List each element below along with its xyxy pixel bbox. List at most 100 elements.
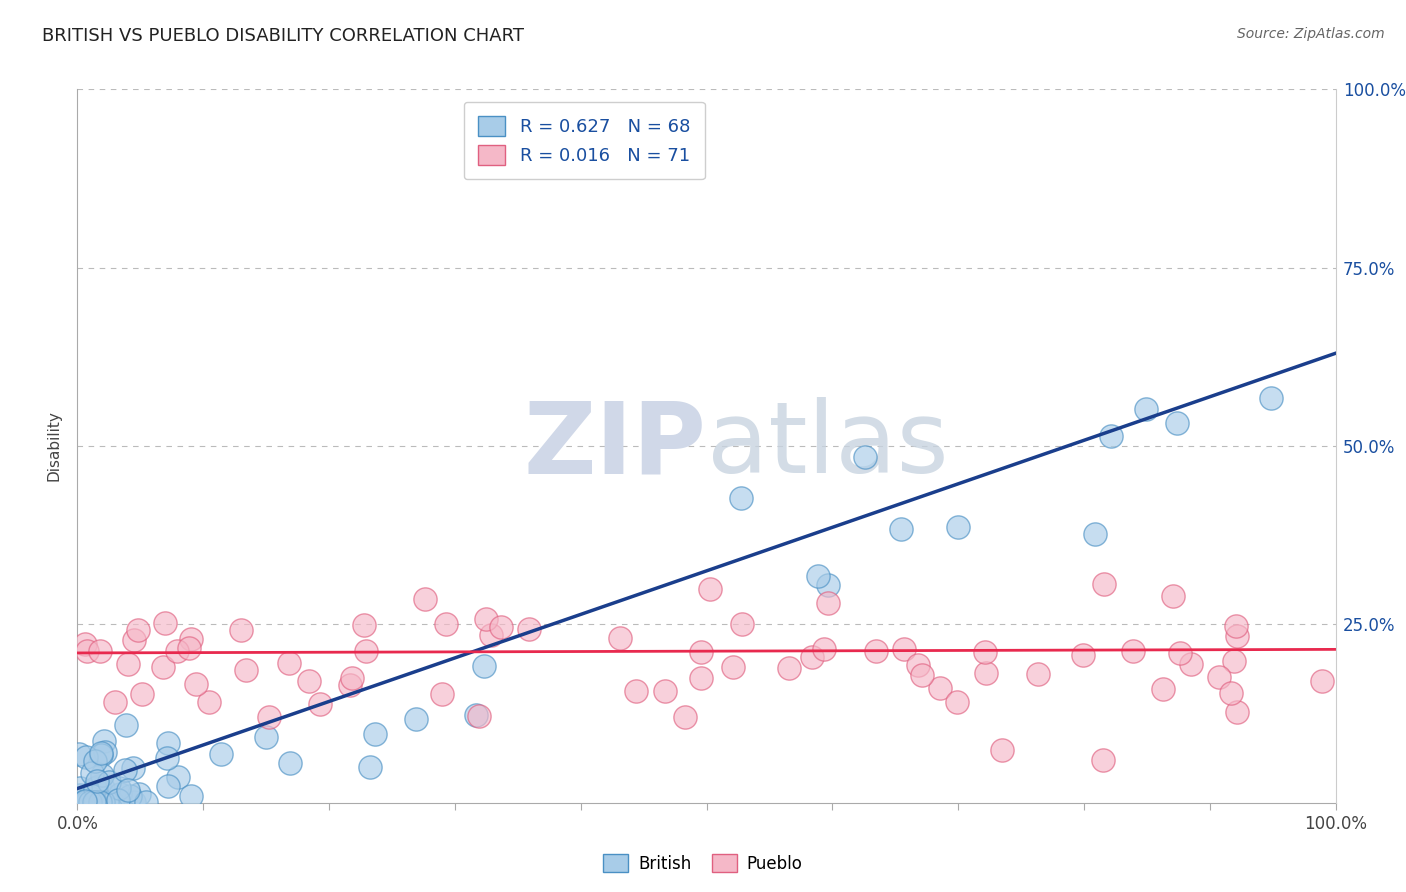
Point (359, 760, 381, 774)
Point (853, 450, 876, 465)
Point (1073, 648, 1095, 663)
Point (479, 628, 502, 642)
Point (101, 795, 124, 809)
Point (83, 795, 105, 809)
Point (124, 633, 146, 648)
Point (489, 620, 512, 634)
Point (73, 637, 96, 651)
Point (731, 616, 754, 631)
Point (254, 730, 277, 744)
Point (1223, 654, 1246, 668)
Point (364, 727, 387, 741)
Point (75, 795, 97, 809)
Point (115, 718, 138, 732)
Point (467, 708, 489, 723)
Point (77, 789, 100, 804)
Point (198, 695, 221, 709)
Point (948, 520, 970, 534)
Point (865, 643, 887, 657)
Point (609, 631, 631, 645)
Point (1226, 705, 1249, 719)
Point (689, 645, 711, 659)
Point (86, 774, 108, 789)
Point (90, 768, 112, 782)
Point (231, 624, 253, 638)
Point (89, 795, 111, 809)
Point (84, 781, 107, 796)
Point (73, 794, 96, 808)
Point (121, 761, 143, 775)
Point (405, 713, 427, 727)
Point (890, 522, 912, 536)
Point (128, 787, 150, 801)
Point (180, 632, 202, 647)
Point (96, 795, 118, 809)
Point (413, 591, 436, 606)
Point (721, 659, 744, 673)
Point (108, 780, 131, 795)
Text: atlas: atlas (707, 398, 948, 494)
Point (991, 743, 1014, 757)
Point (807, 569, 830, 583)
Point (1219, 686, 1241, 700)
Point (110, 788, 132, 802)
Point (699, 582, 721, 596)
Point (209, 747, 232, 762)
Point (69, 780, 91, 795)
Point (1170, 647, 1192, 661)
Point (519, 622, 541, 636)
Point (654, 684, 676, 698)
Point (277, 657, 299, 671)
Point (974, 645, 997, 659)
Point (166, 644, 188, 658)
Point (257, 709, 280, 723)
Point (1208, 670, 1230, 684)
Point (1226, 629, 1249, 643)
Legend: R = 0.627   N = 68, R = 0.016   N = 71: R = 0.627 N = 68, R = 0.016 N = 71 (464, 102, 704, 179)
Point (356, 644, 378, 658)
Point (434, 617, 457, 632)
Text: ZIP: ZIP (523, 398, 707, 494)
Point (87, 779, 110, 793)
Point (893, 642, 915, 657)
Point (813, 642, 835, 657)
Point (96, 795, 118, 809)
Point (817, 597, 839, 611)
Point (180, 789, 202, 803)
Point (235, 663, 257, 677)
Point (76, 795, 98, 809)
Point (75, 750, 97, 764)
Point (1152, 681, 1174, 696)
Point (1099, 429, 1122, 443)
Point (186, 677, 208, 691)
Point (800, 649, 823, 664)
Point (69, 795, 91, 809)
Text: Source: ZipAtlas.com: Source: ZipAtlas.com (1237, 27, 1385, 41)
Point (156, 751, 179, 765)
Point (84, 795, 107, 809)
Point (67, 747, 90, 761)
Point (156, 779, 179, 793)
Point (1310, 674, 1333, 689)
Point (472, 658, 495, 673)
Point (118, 789, 141, 803)
Point (79, 795, 101, 809)
Point (72, 795, 94, 809)
Point (624, 684, 647, 698)
Point (309, 697, 332, 711)
Point (340, 671, 363, 685)
Point (1180, 657, 1202, 672)
Point (690, 671, 713, 685)
Point (1166, 417, 1188, 431)
Point (83, 754, 105, 768)
Point (1122, 644, 1144, 658)
Point (779, 661, 801, 675)
Y-axis label: Disability: Disability (46, 410, 62, 482)
Point (1092, 753, 1115, 767)
Point (430, 687, 453, 701)
Point (117, 783, 139, 797)
Point (127, 624, 149, 638)
Point (117, 657, 139, 672)
Point (911, 667, 934, 681)
Point (1083, 526, 1105, 541)
